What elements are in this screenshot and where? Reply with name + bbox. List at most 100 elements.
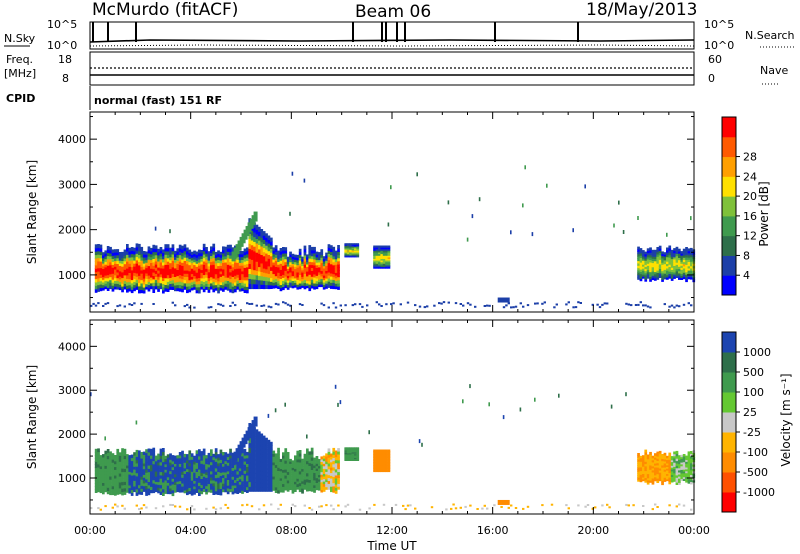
data-cell [469, 504, 472, 507]
data-cell [298, 268, 302, 273]
data-cell [226, 479, 230, 483]
data-cell [327, 460, 331, 464]
colorbar-tick-label: -100 [743, 446, 768, 459]
data-cell [186, 263, 189, 268]
data-cell [380, 264, 384, 268]
data-cell [214, 474, 218, 479]
data-cell [234, 490, 237, 494]
data-cell [166, 250, 170, 255]
data-cell [452, 503, 455, 506]
data-cell [668, 261, 672, 265]
data-cell [332, 273, 336, 278]
data-cell [382, 452, 386, 455]
data-cell [315, 472, 319, 476]
data-cell [637, 475, 640, 478]
data-cell [685, 478, 688, 481]
data-cell [274, 251, 278, 255]
data-cell [145, 462, 148, 467]
data-cell [382, 460, 386, 463]
data-cell [282, 277, 285, 281]
data-cell [178, 264, 182, 269]
data-cell [318, 487, 321, 491]
data-cell [145, 259, 148, 263]
data-cell [243, 461, 247, 465]
data-cell [661, 274, 664, 278]
data-cell [202, 476, 206, 480]
data-cell [351, 452, 355, 454]
data-cell [644, 465, 648, 469]
data-cell [294, 275, 297, 279]
cpid-text: normal (fast) 151 RF [94, 94, 222, 107]
data-cell [685, 254, 688, 258]
data-cell [291, 479, 295, 482]
data-cell [663, 456, 667, 460]
data-cell [178, 454, 182, 459]
data-cell [198, 258, 201, 263]
data-cell [142, 457, 146, 461]
colorbar-step [722, 215, 736, 237]
data-cell [373, 260, 376, 263]
data-cell [685, 247, 688, 251]
data-cell [382, 263, 386, 266]
data-cell [294, 270, 297, 274]
data-cell [267, 472, 271, 478]
data-cell [315, 254, 319, 258]
data-cell [668, 271, 672, 274]
data-cell [114, 263, 117, 267]
data-cell [145, 468, 148, 473]
data-cell [229, 305, 232, 307]
data-cell [217, 457, 220, 461]
data-cell [310, 276, 314, 280]
data-cell [260, 275, 264, 281]
data-cell [241, 268, 244, 272]
data-cell [186, 457, 189, 461]
data-cell [114, 280, 117, 284]
data-cell [678, 461, 681, 465]
data-cell [658, 450, 662, 454]
data-cell [354, 454, 357, 457]
data-cell [241, 273, 244, 277]
data-cell [123, 305, 126, 308]
data-cell [118, 458, 122, 462]
data-cell [322, 478, 326, 482]
data-cell [246, 257, 249, 261]
data-cell [639, 252, 643, 256]
data-cell [639, 470, 643, 473]
data-cell [310, 484, 314, 489]
data-cell [354, 243, 357, 245]
data-cell [385, 248, 388, 251]
data-cell [135, 453, 139, 457]
data-cell [670, 469, 674, 472]
data-cell [166, 244, 170, 249]
data-cell [373, 261, 376, 264]
data-cell [229, 264, 232, 269]
data-cell [294, 478, 297, 482]
data-cell [272, 264, 276, 269]
data-cell [200, 250, 204, 254]
data-cell [159, 465, 163, 469]
data-cell [181, 262, 184, 266]
data-cell [666, 462, 669, 466]
data-cell [387, 255, 391, 258]
data-cell [111, 459, 115, 463]
data-cell [123, 269, 127, 273]
data-cell [217, 277, 220, 282]
data-cell [186, 266, 189, 271]
data-cell [258, 431, 261, 437]
data-cell [286, 266, 290, 269]
data-cell [289, 463, 292, 467]
data-cell [152, 255, 156, 259]
data-cell [111, 249, 115, 253]
data-cell [320, 257, 324, 261]
data-cell [320, 486, 324, 490]
data-cell [406, 504, 410, 507]
data-cell [150, 486, 153, 490]
data-cell [130, 457, 134, 462]
data-cell [646, 254, 650, 258]
data-cell [174, 267, 177, 272]
data-cell [130, 273, 134, 277]
data-cell [380, 305, 383, 307]
data-cell [327, 477, 331, 481]
data-cell [658, 470, 662, 473]
data-cell [226, 459, 230, 463]
